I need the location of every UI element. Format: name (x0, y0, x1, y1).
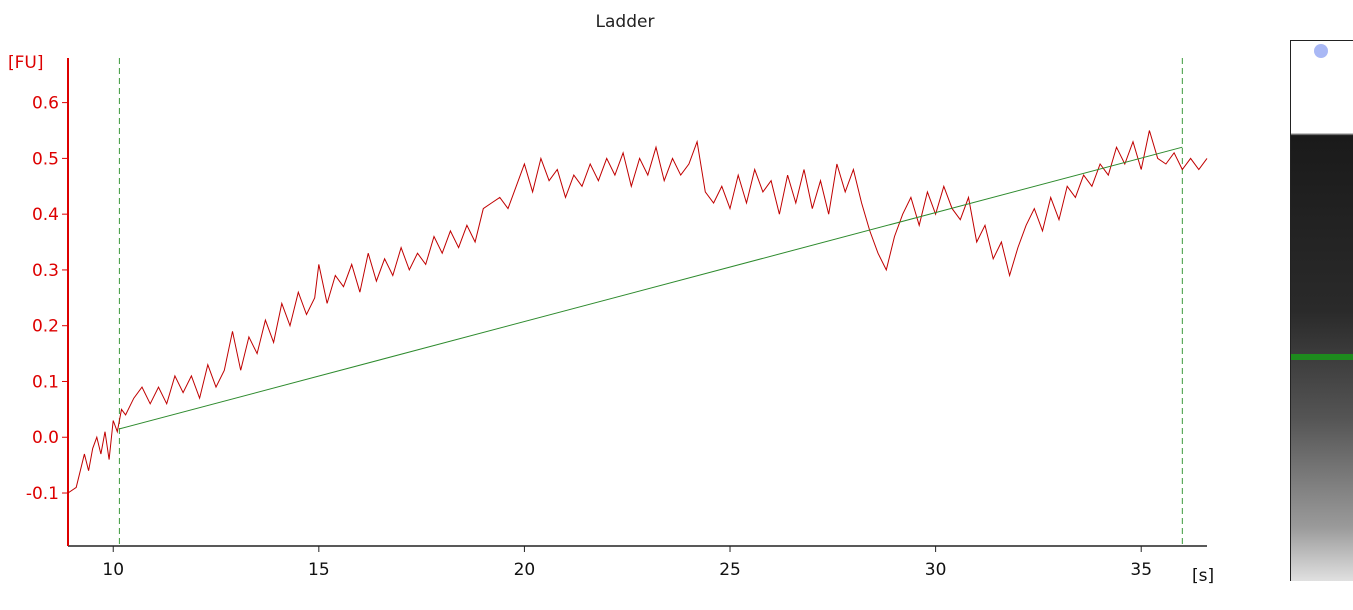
y-tick-label: -0.1 (26, 484, 59, 504)
baseline-line (119, 146, 1183, 430)
x-tick-label: 15 (308, 560, 330, 580)
marker-dot-icon (1314, 44, 1328, 58)
x-tick-label: 30 (925, 560, 947, 580)
y-axis-label: [FU] (8, 53, 44, 73)
gel-green-band (1291, 354, 1353, 360)
y-tick-label: 0.3 (32, 261, 59, 281)
y-tick-label: 0.1 (32, 372, 59, 392)
signal-trace (67, 130, 1208, 494)
chart-title: Ladder (595, 12, 655, 32)
x-tick-label: 10 (102, 560, 124, 580)
x-axis-label: [s] (1192, 566, 1214, 586)
x-tick-label: 25 (719, 560, 741, 580)
y-tick-label: 0.5 (32, 149, 59, 169)
y-tick-label: 0.4 (32, 205, 59, 225)
x-tick-label: 20 (514, 560, 536, 580)
x-tick-label: 35 (1130, 560, 1152, 580)
y-tick-label: 0.2 (32, 317, 59, 337)
y-tick-label: 0.0 (32, 428, 59, 448)
plot-layer: 10 15 20 25 30 35 [s] -0.1 0.0 0.1 0.2 0.3 0.4 0.5 0.6… (8, 53, 1214, 586)
gel-lane-image (1290, 40, 1353, 581)
y-tick-label: 0.6 (32, 94, 59, 114)
